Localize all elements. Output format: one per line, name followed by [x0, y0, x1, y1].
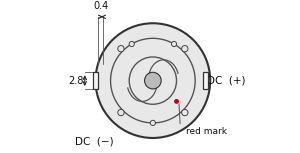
Bar [93, 72, 98, 89]
Text: 2.8: 2.8 [68, 76, 83, 86]
Circle shape [182, 109, 188, 116]
Text: 0.4: 0.4 [93, 1, 108, 11]
Text: DC  (+): DC (+) [207, 76, 245, 86]
Text: red mark: red mark [186, 127, 227, 136]
Circle shape [129, 41, 134, 47]
Circle shape [182, 46, 188, 52]
Circle shape [118, 46, 124, 52]
Bar [203, 72, 208, 89]
Text: DC  (−): DC (−) [76, 136, 114, 147]
Circle shape [145, 72, 161, 89]
Circle shape [118, 109, 124, 116]
Circle shape [174, 99, 179, 104]
Circle shape [171, 41, 177, 47]
Circle shape [150, 120, 155, 125]
Circle shape [95, 23, 210, 138]
